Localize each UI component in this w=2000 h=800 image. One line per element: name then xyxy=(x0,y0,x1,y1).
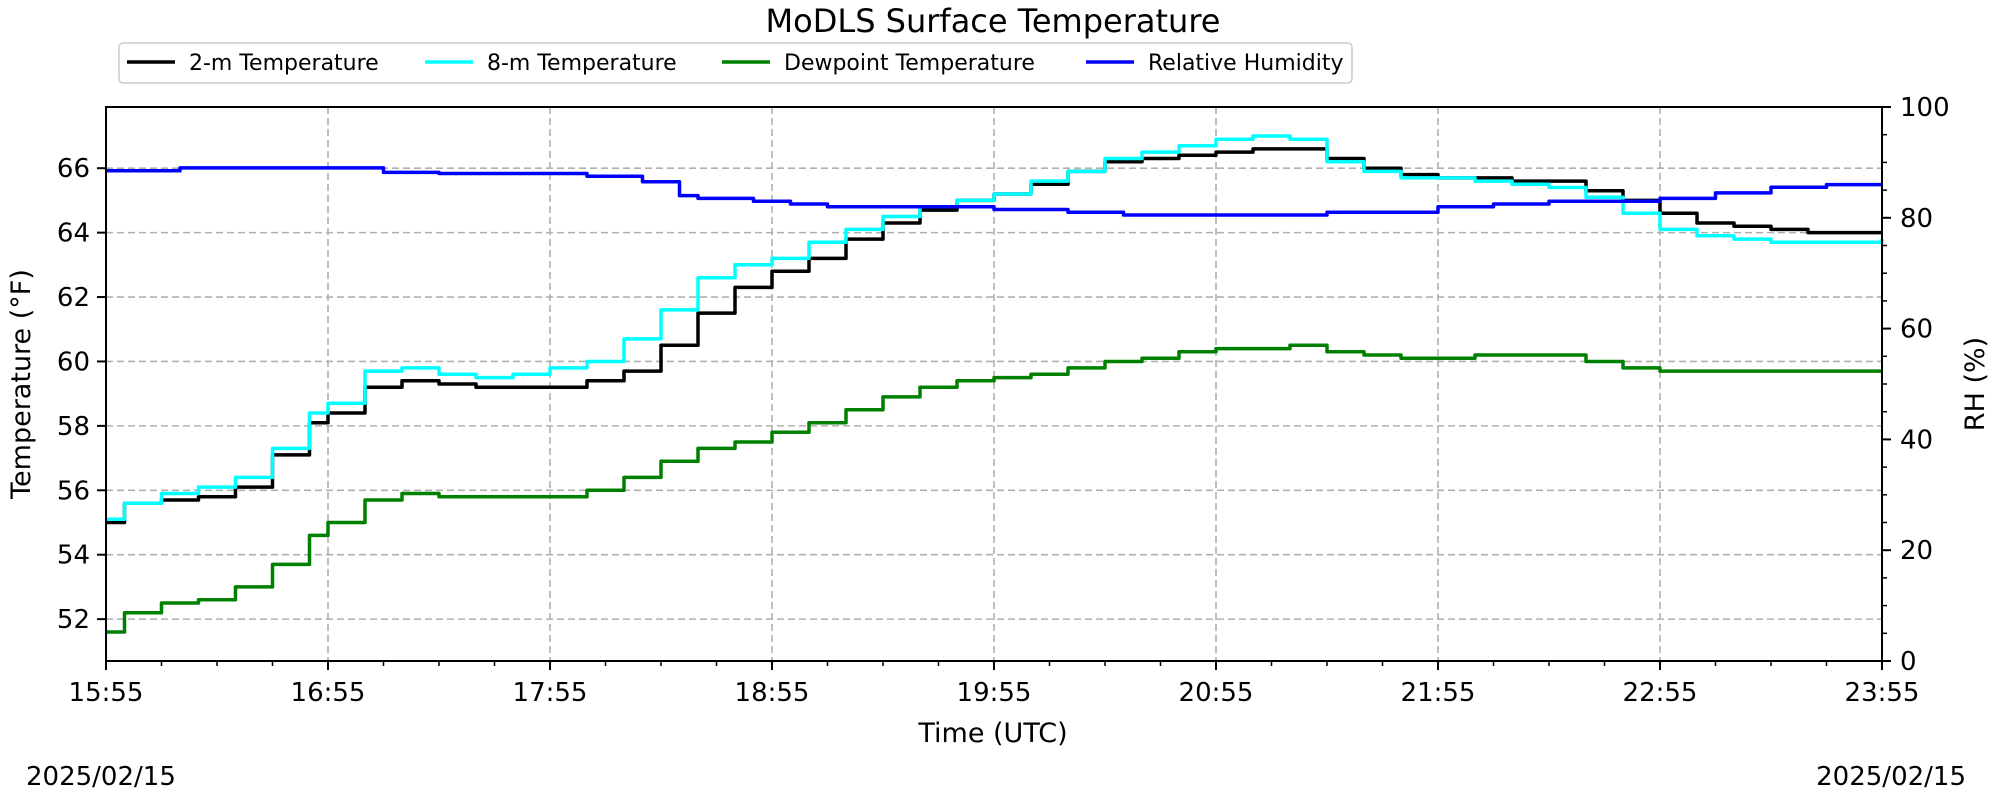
y-tick-label: 62 xyxy=(57,283,90,313)
y-tick-label: 56 xyxy=(57,476,90,506)
y2-tick-label: 40 xyxy=(1900,425,1933,455)
legend-label: Relative Humidity xyxy=(1148,51,1343,76)
x-tick-label: 22:55 xyxy=(1623,678,1698,708)
y-tick-label: 66 xyxy=(57,154,90,184)
series-line-dewpoint-temperature xyxy=(106,343,1882,634)
legend-label: Dewpoint Temperature xyxy=(784,51,1035,76)
x-tick-label: 20:55 xyxy=(1179,678,1254,708)
y-tick-label: 60 xyxy=(57,347,90,377)
y-tick-label: 52 xyxy=(57,605,90,635)
y2-axis-label: RH (%) xyxy=(1960,337,1991,431)
date-label-right: 2025/02/15 xyxy=(1816,762,1966,792)
x-tick-label: 18:55 xyxy=(735,678,810,708)
date-label-left: 2025/02/15 xyxy=(26,762,176,792)
y-tick-label: 64 xyxy=(57,219,90,249)
y-tick-label: 58 xyxy=(57,412,90,442)
x-tick-label: 16:55 xyxy=(291,678,366,708)
legend: 2-m Temperature 8-m Temperature Dewpoint T… xyxy=(118,42,1353,84)
legend-label: 8-m Temperature xyxy=(487,51,677,76)
y2-tick-label: 20 xyxy=(1900,536,1933,566)
legend-label: 2-m Temperature xyxy=(189,51,379,76)
x-tick-label: 23:55 xyxy=(1845,678,1920,708)
x-tick-label: 19:55 xyxy=(957,678,1032,708)
x-tick-label: 15:55 xyxy=(69,678,144,708)
x-tick-label: 17:55 xyxy=(513,678,588,708)
y2-tick-label: 80 xyxy=(1900,204,1933,234)
series-line-relative-humidity xyxy=(106,166,1882,217)
y2-tick-label: 0 xyxy=(1900,647,1917,677)
y2-tick-label: 60 xyxy=(1900,315,1933,345)
y2-tick-label: 100 xyxy=(1900,93,1950,123)
x-axis-label: Time (UTC) xyxy=(917,718,1067,749)
chart-title: MoDLS Surface Temperature xyxy=(766,2,1221,40)
y-tick-label: 54 xyxy=(57,541,90,571)
x-tick-label: 21:55 xyxy=(1401,678,1476,708)
y-axis-label: Temperature (°F) xyxy=(6,269,37,500)
series-line-2-m-temperature xyxy=(106,147,1882,525)
